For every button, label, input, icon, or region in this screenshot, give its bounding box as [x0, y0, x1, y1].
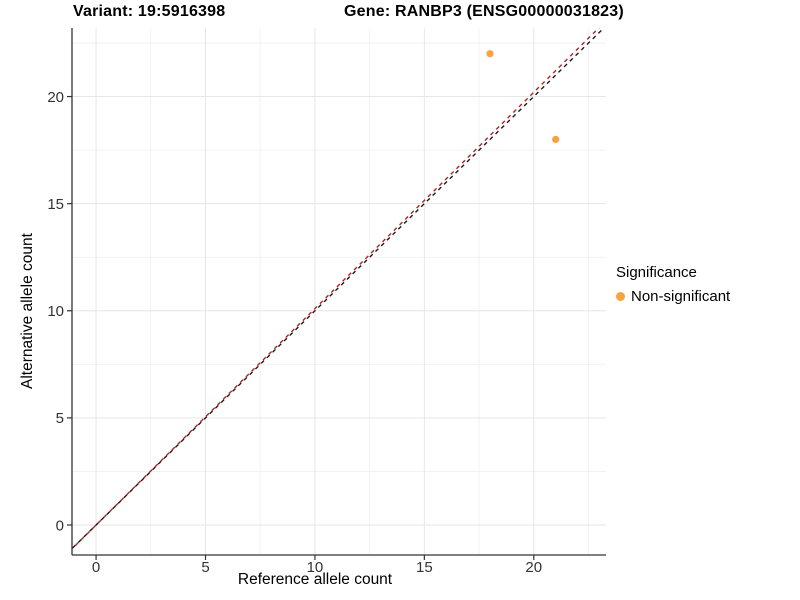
x-tick-label: 0: [92, 559, 100, 576]
y-tick-label: 10: [47, 303, 64, 320]
x-tick-label: 15: [416, 559, 433, 576]
plot-title-gene: Gene: RANBP3 (ENSG00000031823): [344, 3, 624, 20]
y-tick-label: 5: [56, 410, 64, 427]
data-point: [486, 50, 494, 58]
y-axis-title: Alternative allele count: [19, 233, 36, 389]
y-tick-label: 15: [47, 196, 64, 213]
legend-item-label: Non-significant: [631, 288, 731, 305]
x-tick-label: 10: [307, 559, 324, 576]
identity-line: [72, 28, 605, 550]
plot-title-variant: Variant: 19:5916398: [73, 3, 226, 20]
legend-title: Significance: [616, 264, 697, 281]
x-axis-title: Reference allele count: [237, 571, 393, 588]
y-tick-label: 0: [56, 517, 64, 534]
legend-item: Non-significant: [616, 288, 730, 305]
data-point: [552, 135, 560, 143]
legend-point-icon: [616, 292, 625, 301]
x-tick-label: 5: [201, 559, 209, 576]
legend: Significance Non-significant: [616, 264, 730, 305]
x-tick-label: 20: [525, 559, 542, 576]
fit-line: [72, 28, 600, 550]
y-tick-label: 20: [47, 89, 64, 106]
